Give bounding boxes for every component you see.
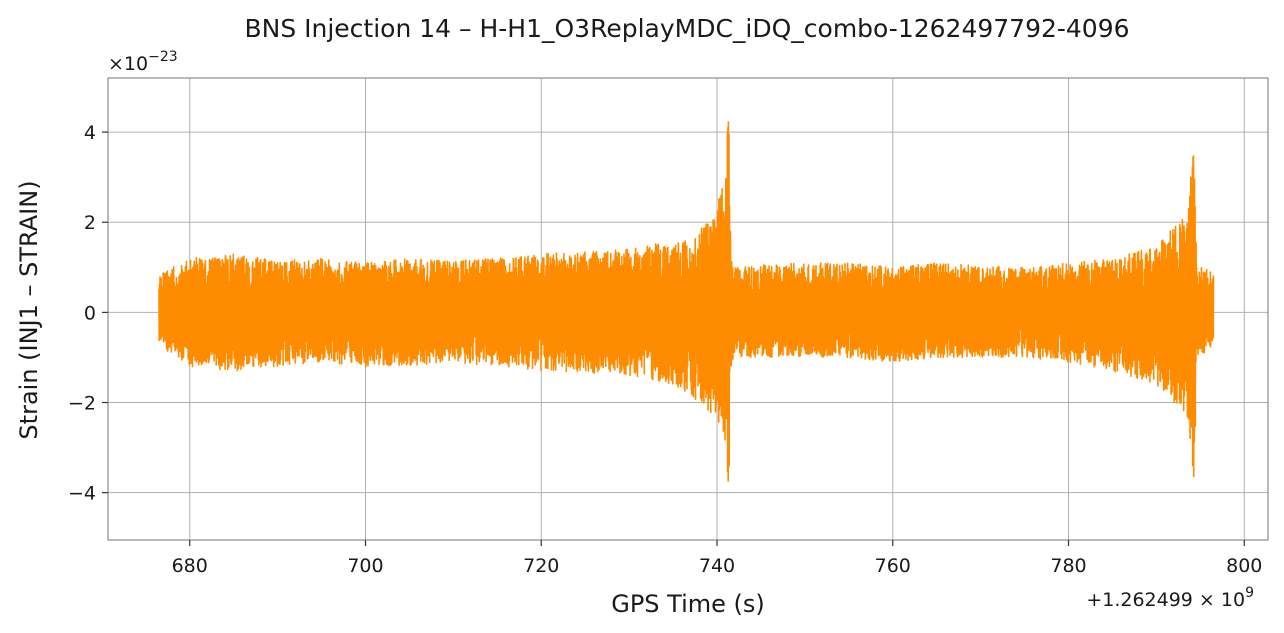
x-tick-label: 720 [523,555,559,577]
x-tick-label: 740 [699,555,735,577]
y-scale-exponent: −23 [148,49,178,65]
chart-title: BNS Injection 14 – H-H1_O3ReplayMDC_iDQ_… [244,14,1129,43]
y-tick-label: −4 [68,483,96,505]
x-tick-label: 700 [347,555,383,577]
x-tick-label: 780 [1050,555,1086,577]
x-offset-label: +1.262499 × 109 [1086,585,1254,611]
x-offset-base: +1.262499 × 10 [1086,589,1245,611]
ticks: 680 700 720 740 760 780 800 −4 −2 0 2 4 [68,122,1262,577]
y-tick-label: 4 [84,122,96,144]
y-scale-base: ×10 [108,53,148,75]
x-offset-exponent: 9 [1245,585,1254,601]
y-axis-label: Strain (INJ1 – STRAIN) [15,180,43,439]
series-layer [158,121,1215,482]
x-axis-label: GPS Time (s) [611,590,765,618]
y-scale-label: ×10−23 [108,49,178,75]
strain-series-line [158,121,1215,482]
plot-frame [107,77,1269,541]
x-tick-label: 680 [172,555,208,577]
y-tick-label: −2 [68,393,96,415]
y-tick-label: 2 [84,212,96,234]
x-tick-label: 800 [1226,555,1262,577]
x-tick-label: 760 [875,555,911,577]
y-tick-label: 0 [84,302,96,324]
